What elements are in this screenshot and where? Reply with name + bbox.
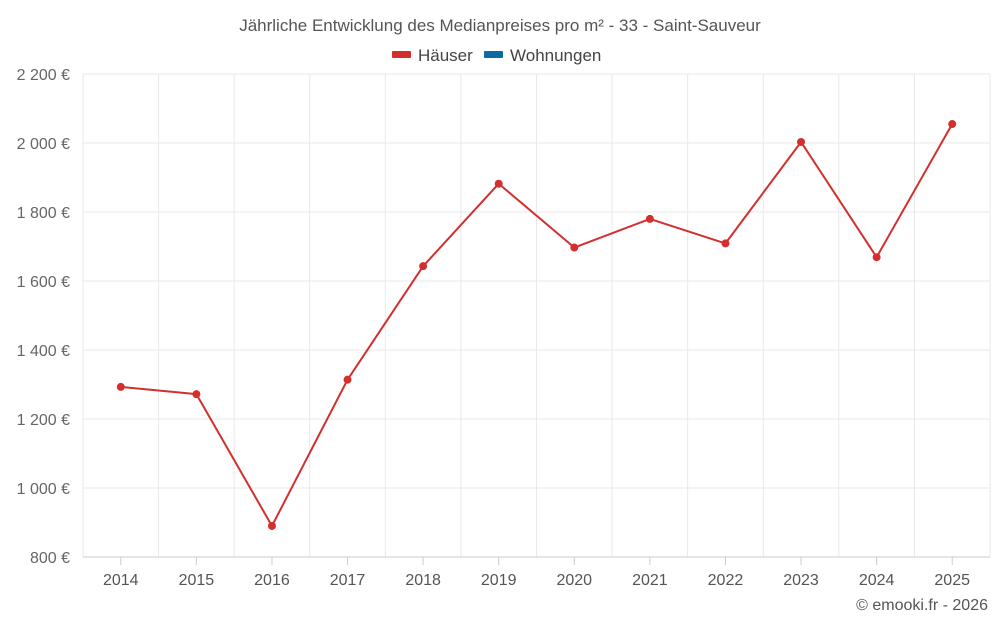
y-tick-label: 2 200 € (17, 67, 70, 84)
data-point[interactable] (267, 521, 276, 530)
data-point[interactable] (192, 390, 201, 399)
data-point[interactable] (721, 239, 730, 248)
data-point[interactable] (494, 179, 503, 188)
data-point[interactable] (872, 253, 881, 262)
y-tick-label: 1 000 € (17, 481, 70, 498)
x-tick-label: 2019 (481, 572, 517, 589)
legend-swatch-haeuser (392, 51, 411, 58)
credit-text: © emooki.fr - 2026 (856, 597, 988, 614)
y-tick-label: 2 000 € (17, 136, 70, 153)
x-tick-label: 2018 (405, 572, 441, 589)
data-point[interactable] (343, 375, 352, 384)
x-tick-label: 2025 (934, 572, 970, 589)
y-tick-label: 1 200 € (17, 412, 70, 429)
data-point[interactable] (797, 137, 806, 146)
y-axis: 800 € 1 000 € 1 200 € 1 400 € 1 600 € 1 800 €… (17, 67, 70, 567)
data-point[interactable] (116, 382, 125, 391)
x-axis: 2014 2015 2016 2017 2018 2019 2020 2021 2022 2023… (83, 556, 990, 589)
legend-label-haeuser[interactable]: Häuser (418, 46, 473, 65)
x-tick-label: 2017 (330, 572, 366, 589)
x-tick-label: 2014 (103, 572, 139, 589)
series-line-haeuser (120, 123, 954, 527)
data-point[interactable] (419, 262, 428, 271)
y-tick-label: 800 € (30, 550, 70, 567)
chart-title: Jährliche Entwicklung des Medianpreises … (239, 16, 761, 35)
data-point[interactable] (570, 243, 579, 252)
data-point[interactable] (948, 120, 957, 129)
legend-swatch-wohnungen (484, 51, 503, 58)
x-tick-label: 2022 (708, 572, 744, 589)
series-haeuser (116, 120, 957, 530)
x-tick-label: 2016 (254, 572, 290, 589)
legend-label-wohnungen[interactable]: Wohnungen (510, 46, 601, 65)
y-tick-label: 1 800 € (17, 205, 70, 222)
x-tick-label: 2023 (783, 572, 819, 589)
data-point[interactable] (645, 214, 654, 223)
x-tick-label: 2024 (859, 572, 895, 589)
x-tick-label: 2020 (556, 572, 592, 589)
legend: Häuser Wohnungen (392, 46, 601, 65)
y-tick-label: 1 600 € (17, 274, 70, 291)
x-tick-label: 2021 (632, 572, 668, 589)
y-tick-label: 1 400 € (17, 343, 70, 360)
x-tick-label: 2015 (179, 572, 215, 589)
grid (82, 73, 991, 557)
